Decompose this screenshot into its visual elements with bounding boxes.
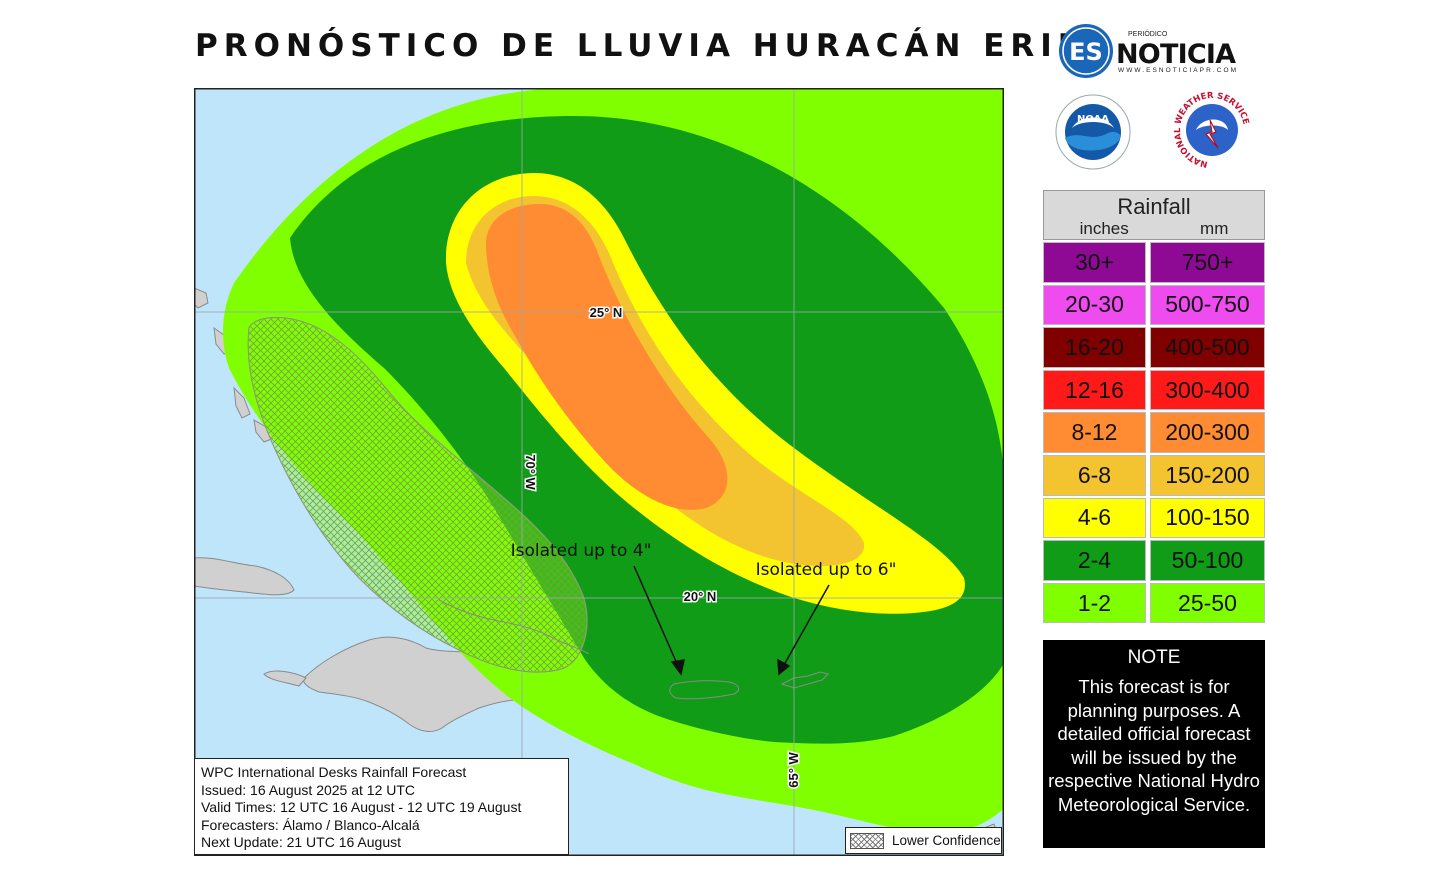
- note-body: This forecast is for planning purposes. …: [1048, 676, 1260, 815]
- legend-inches-cell: 20-30: [1043, 284, 1146, 326]
- legend-row: 2-4 50-100: [1043, 540, 1265, 581]
- noaa-text: NOAA: [1077, 114, 1109, 125]
- annotation-arrows: [633, 565, 830, 676]
- legend-row: 16-20 400-500: [1043, 327, 1265, 368]
- legend-title: Rainfall: [1117, 194, 1191, 219]
- lat-label-20n: 20° N: [684, 589, 717, 604]
- es-mark-text: ES: [1069, 38, 1103, 66]
- legend-inches-cell: 6-8: [1043, 454, 1146, 496]
- legend-inches-cell: 2-4: [1043, 540, 1146, 581]
- note-box: NOTE This forecast is for planning purpo…: [1043, 640, 1265, 848]
- es-top-text: PERIÓDICO: [1128, 29, 1168, 38]
- coast-outlines: [438, 599, 829, 700]
- lower-confidence-key: Lower Confidence: [845, 827, 1002, 854]
- puerto-rico-outline: [669, 680, 740, 700]
- info-line-forecasters: Forecasters: Álamo / Blanco-Alcalá: [201, 816, 420, 833]
- legend-unit-inches: inches: [1079, 219, 1129, 238]
- legend-inches-cell: 8-12: [1043, 412, 1146, 453]
- page-title: PRONÓSTICO DE LLUVIA HURACÁN ERIN: [195, 28, 1090, 64]
- legend-row: 4-6 100-150: [1043, 497, 1265, 539]
- legend-row: 20-30 500-750: [1043, 284, 1265, 326]
- info-line-title: WPC International Desks Rainfall Forecas…: [201, 764, 467, 780]
- legend-unit-mm: mm: [1200, 219, 1229, 238]
- legend-row: 8-12 200-300: [1043, 412, 1265, 453]
- info-line-next-update: Next Update: 21 UTC 16 August: [201, 834, 401, 850]
- legend-mm-cell: 50-100: [1149, 540, 1265, 581]
- legend-mm-cell: 200-300: [1149, 412, 1265, 453]
- info-line-issued: Issued: 16 August 2025 at 12 UTC: [201, 781, 416, 798]
- lower-confidence-tint: [248, 317, 588, 672]
- legend-inches-cell: 4-6: [1043, 497, 1146, 539]
- hispaniola-peninsula: [263, 670, 307, 687]
- legend-inches-cell: 30+: [1043, 242, 1146, 283]
- rainfall-map: 25° N 20° N 70° W 65° W Isolated up to 4…: [194, 88, 1004, 856]
- hatch-swatch-icon: [850, 832, 884, 849]
- legend-row: 1-2 25-50: [1043, 582, 1265, 624]
- legend-inches-cell: 12-16: [1043, 369, 1146, 411]
- lon-label-65w: 65° W: [786, 752, 801, 788]
- annotation-isolated-6: Isolated up to 6": [756, 560, 897, 580]
- forecast-info-box: WPC International Desks Rainfall Forecas…: [194, 758, 569, 855]
- legend-mm-cell: 750+: [1149, 242, 1265, 283]
- legend-mm-cell: 400-500: [1149, 327, 1265, 368]
- legend-mm-cell: 150-200: [1149, 454, 1265, 496]
- annotation-isolated-4: Isolated up to 4": [511, 541, 652, 561]
- legend-header: Rainfall inches mm: [1043, 190, 1265, 240]
- rainfall-2-4-south-lobe: [664, 673, 889, 728]
- virgin-islands-outline: [780, 671, 829, 689]
- noaa-logo: NOAA: [1050, 94, 1136, 170]
- graticule: [194, 88, 1004, 856]
- cuba-land: [194, 557, 295, 596]
- lower-confidence-region: [247, 317, 588, 673]
- legend-row: 30+ 750+: [1043, 242, 1265, 283]
- hispaniola-north-coast: [438, 599, 590, 655]
- legend-mm-cell: 500-750: [1149, 284, 1265, 326]
- lat-label-25n: 25° N: [590, 305, 623, 320]
- legend-mm-cell: 25-50: [1149, 582, 1265, 624]
- info-line-valid: Valid Times: 12 UTC 16 August - 12 UTC 1…: [201, 799, 522, 815]
- lower-confidence-label: Lower Confidence: [892, 833, 1001, 848]
- legend-row: 6-8 150-200: [1043, 454, 1265, 496]
- es-noticia-logo: ES PERIÓDICO NOTICIA WWW.ESNOTICIAPR.COM: [1058, 22, 1243, 80]
- es-name-text: NOTICIA: [1116, 39, 1236, 70]
- legend-inches-cell: 1-2: [1043, 582, 1146, 624]
- rainfall-legend: Rainfall inches mm 30+ 750+ 20-30 500-750 16…: [1043, 190, 1265, 624]
- legend-mm-cell: 100-150: [1149, 497, 1265, 539]
- legend-row: 12-16 300-400: [1043, 369, 1265, 411]
- legend-mm-cell: 300-400: [1149, 369, 1265, 411]
- lon-label-70w: 70° W: [523, 454, 538, 490]
- legend-inches-cell: 16-20: [1043, 327, 1146, 368]
- rainfall-8-12-band: [485, 204, 728, 510]
- nws-logo: NATIONAL WEATHER SERVICE: [1166, 90, 1258, 170]
- note-title: NOTE: [1127, 647, 1181, 668]
